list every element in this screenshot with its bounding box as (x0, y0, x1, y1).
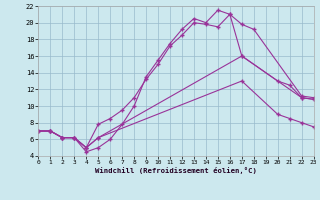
X-axis label: Windchill (Refroidissement éolien,°C): Windchill (Refroidissement éolien,°C) (95, 167, 257, 174)
